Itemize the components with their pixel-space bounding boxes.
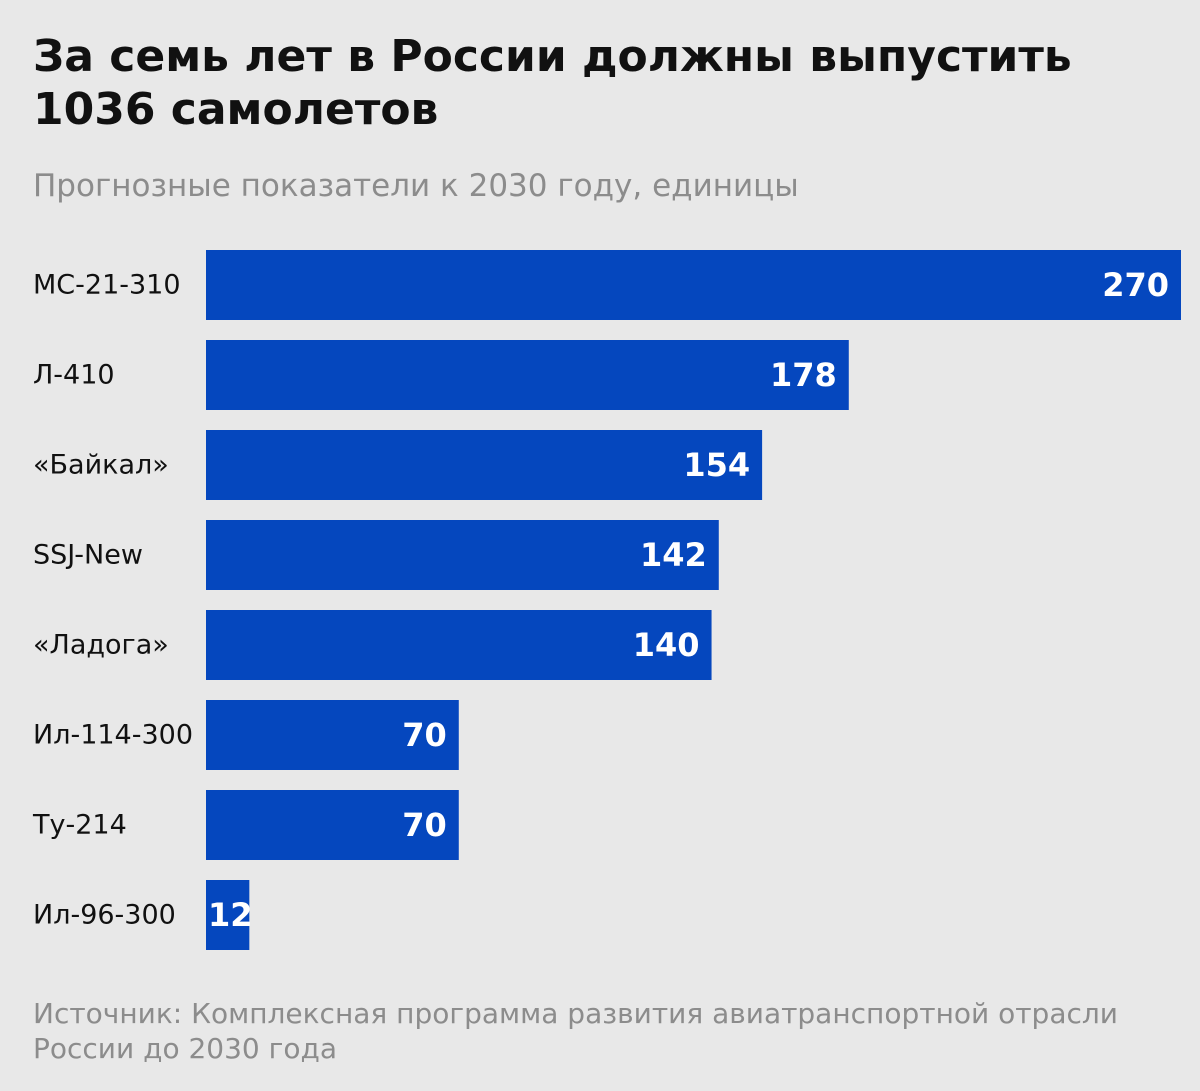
bar (206, 250, 1181, 320)
category-label: «Ладога» (33, 630, 169, 661)
source-note: Источник: Комплексная программа развития… (33, 997, 1118, 1065)
value-label: 154 (683, 446, 750, 484)
category-label: Ту-214 (32, 810, 127, 841)
value-label: 12 (208, 896, 253, 934)
category-label: «Байкал» (33, 450, 169, 481)
category-label: Ил-96-300 (33, 900, 176, 931)
bar (206, 700, 459, 770)
category-label: Ил-114-300 (33, 720, 193, 751)
chart-title: За семь лет в России должны выпустить 10… (33, 31, 1072, 135)
bars-group: МС-21-310 270 Л-410 178 «Байкал» 154 SSJ-New 14… (32, 250, 1181, 950)
bar (206, 340, 849, 410)
category-label: SSJ-New (33, 540, 143, 571)
category-label: МС-21-310 (33, 270, 181, 301)
value-label: 142 (640, 536, 707, 574)
chart-subtitle: Прогнозные показатели к 2030 году, едини… (33, 168, 799, 204)
value-label: 270 (1102, 266, 1169, 304)
bar (206, 880, 250, 950)
value-label: 178 (770, 356, 837, 394)
bar (206, 520, 719, 590)
bar (206, 790, 459, 860)
value-label: 70 (402, 716, 447, 754)
value-label: 70 (402, 806, 447, 844)
bar (206, 430, 763, 500)
value-label: 140 (633, 626, 700, 664)
category-label: Л-410 (33, 360, 115, 391)
bar (206, 610, 712, 680)
